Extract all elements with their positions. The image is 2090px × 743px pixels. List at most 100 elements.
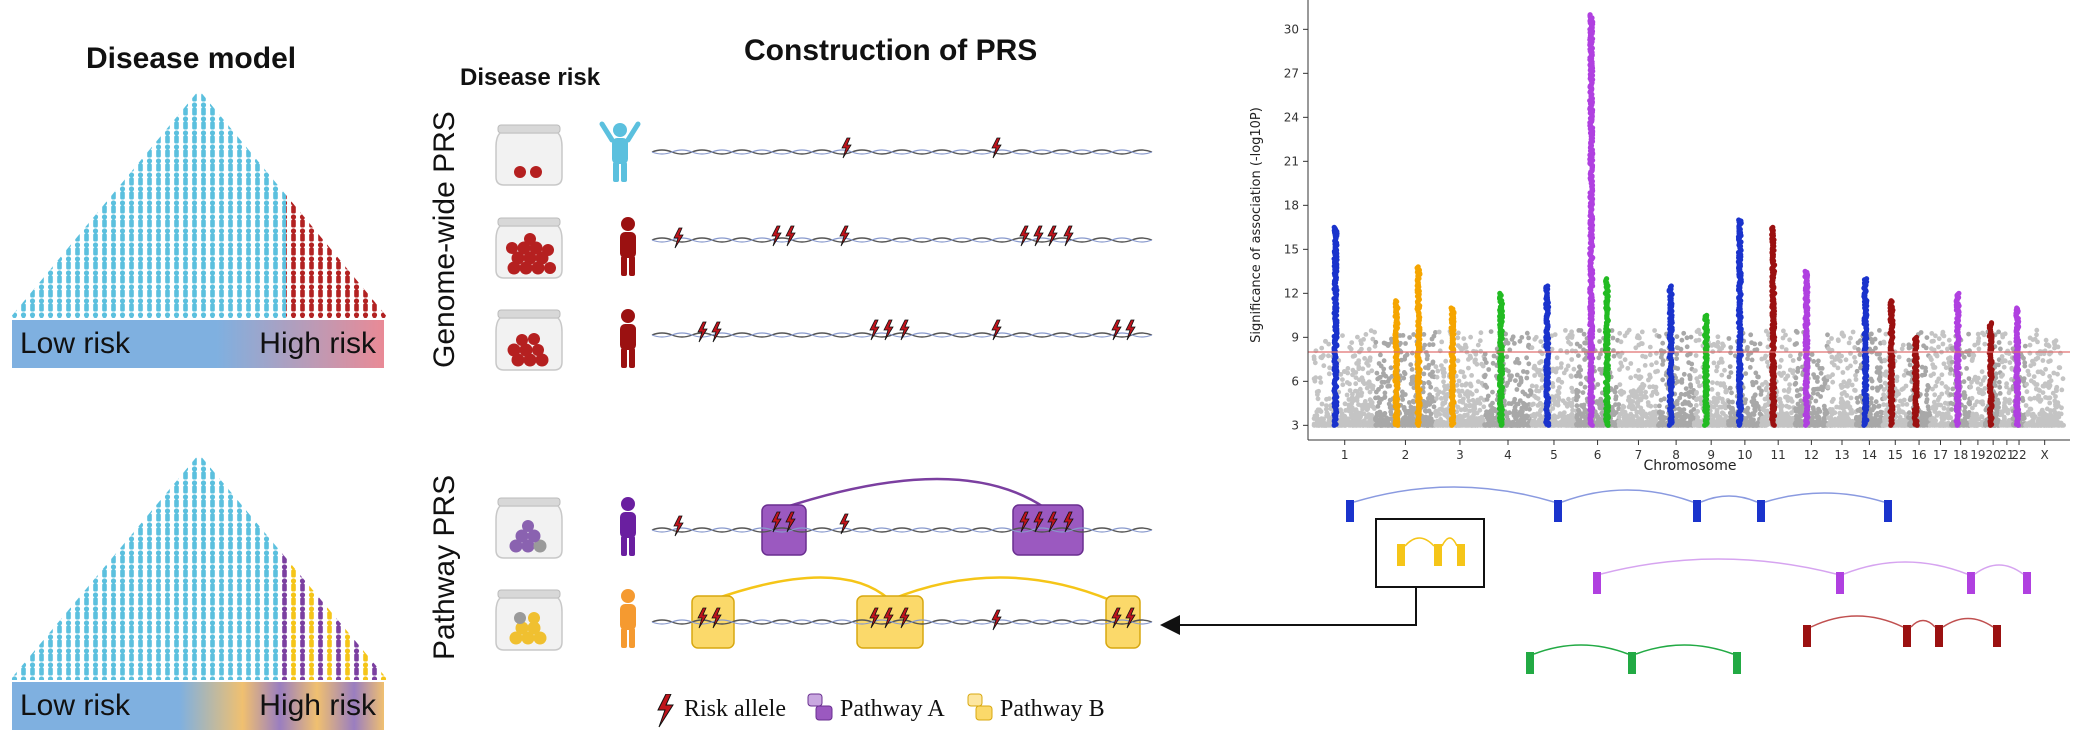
snp-point xyxy=(1387,397,1393,403)
snp-point xyxy=(1538,339,1544,344)
snp-point xyxy=(1796,414,1802,420)
snp-point xyxy=(1696,337,1702,343)
snp-point xyxy=(1582,340,1587,346)
snp-point xyxy=(1835,337,1841,343)
snp-point xyxy=(1717,414,1723,420)
snp-point xyxy=(1796,356,1802,362)
snp-point xyxy=(1539,377,1545,383)
snp-point xyxy=(1574,415,1580,420)
snp-point xyxy=(1972,342,1978,348)
snp-point xyxy=(1515,411,1521,417)
snp-point xyxy=(1710,417,1716,422)
snp-point xyxy=(1785,396,1790,402)
snp-point xyxy=(1657,409,1663,415)
snp-point xyxy=(1993,406,1999,412)
snp-point xyxy=(1964,366,1969,371)
snp-point xyxy=(1742,399,1748,405)
snp-point xyxy=(1647,344,1653,350)
low-risk-label-bottom: Low risk xyxy=(20,689,131,722)
snp-point xyxy=(1850,329,1856,335)
snp-point xyxy=(1430,360,1436,366)
snp-point xyxy=(1472,403,1477,409)
snp-point xyxy=(1970,356,1975,361)
snp-point xyxy=(1559,422,1564,428)
snp-point xyxy=(1345,370,1351,376)
snp-point xyxy=(1343,408,1349,413)
snp-point xyxy=(1711,360,1717,366)
snp-point xyxy=(1324,403,1329,408)
snp-point xyxy=(1637,409,1643,415)
snp-point xyxy=(1486,367,1492,372)
snp-point xyxy=(1968,384,1974,390)
snp-point xyxy=(1595,382,1601,387)
snp-point xyxy=(1675,345,1681,351)
snp-point xyxy=(1821,403,1827,409)
snp-point xyxy=(1645,419,1651,425)
snp-point xyxy=(1315,392,1320,397)
snp-point xyxy=(1818,370,1824,376)
snp-point xyxy=(1613,402,1618,407)
snp-point xyxy=(1883,369,1889,375)
snp-point xyxy=(1752,341,1758,347)
snp-point xyxy=(1576,409,1582,415)
snp-point xyxy=(1461,374,1467,380)
snp-point xyxy=(1840,370,1846,375)
snp-point xyxy=(1474,410,1480,416)
snp-point xyxy=(1319,401,1325,407)
snp-point xyxy=(1797,421,1803,427)
snp-point xyxy=(1503,331,1508,337)
snp-point xyxy=(1386,342,1392,347)
snp-point xyxy=(1402,356,1407,362)
snp-point xyxy=(1520,389,1526,395)
snp-point xyxy=(1727,385,1733,391)
snp-point xyxy=(1458,399,1464,404)
snp-point xyxy=(1534,384,1539,389)
snp-point xyxy=(1400,422,1405,428)
snp-point xyxy=(1882,358,1888,364)
snp-point xyxy=(1693,368,1698,373)
snp-point xyxy=(1787,382,1792,387)
snp-point xyxy=(1718,381,1723,387)
snp-point xyxy=(1793,328,1799,334)
snp-point xyxy=(1654,360,1659,366)
snp-point xyxy=(1931,422,1936,428)
snp-point xyxy=(1782,422,1787,428)
snp-point xyxy=(1718,356,1724,362)
snp-point xyxy=(1533,395,1539,400)
snp-point xyxy=(1924,335,1930,340)
snp-point xyxy=(1578,367,1584,373)
snp-point xyxy=(1569,357,1575,362)
snp-point xyxy=(1647,384,1653,390)
snp-point xyxy=(1900,342,1906,348)
snp-point xyxy=(1980,330,1985,336)
snp-point xyxy=(1594,412,1599,417)
snp-point xyxy=(1364,381,1370,386)
snp-point xyxy=(1795,401,1801,407)
snp-point xyxy=(1538,359,1544,364)
snp-point xyxy=(1557,385,1562,390)
snp-point xyxy=(1613,384,1619,390)
snp-point xyxy=(1363,332,1369,337)
snp-point xyxy=(1367,389,1373,395)
snp-point xyxy=(1966,331,1971,337)
snp-point xyxy=(1475,397,1481,403)
snp-point xyxy=(1411,405,1417,411)
snp-point xyxy=(1580,390,1586,395)
snp-point xyxy=(1634,335,1640,340)
snp-point xyxy=(1438,421,1444,426)
snp-point xyxy=(1904,402,1910,407)
snp-point xyxy=(1811,359,1817,364)
snp-point xyxy=(1514,372,1520,378)
snp-point xyxy=(1360,366,1366,372)
snp-point xyxy=(1968,422,1974,428)
snp-point xyxy=(1511,410,1516,416)
snp-point xyxy=(1777,371,1782,376)
snp-point xyxy=(1855,340,1861,346)
snp-point xyxy=(2005,421,2011,427)
snp-point xyxy=(1357,386,1363,392)
snp-point xyxy=(1901,372,1907,378)
snp-point xyxy=(1937,422,1943,428)
low-risk-label: Low risk xyxy=(20,327,131,360)
snp-point xyxy=(1524,369,1530,375)
snp-point xyxy=(1400,397,1405,402)
